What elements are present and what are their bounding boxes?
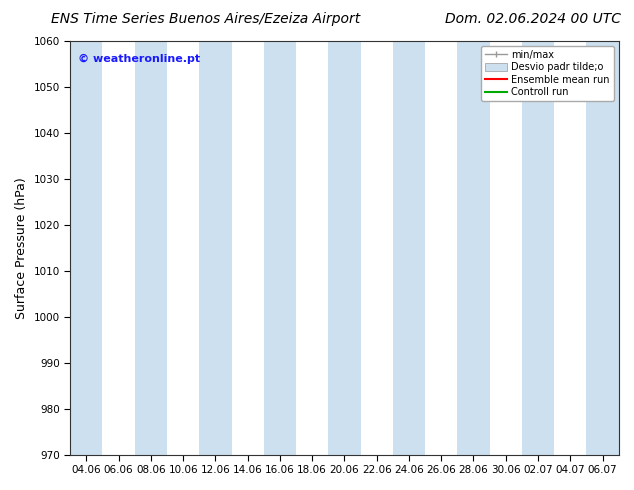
Y-axis label: Surface Pressure (hPa): Surface Pressure (hPa) bbox=[15, 177, 28, 318]
Bar bbox=[135, 41, 167, 455]
Bar bbox=[393, 41, 425, 455]
Text: Dom. 02.06.2024 00 UTC: Dom. 02.06.2024 00 UTC bbox=[445, 12, 621, 26]
Bar bbox=[457, 41, 489, 455]
Text: © weatheronline.pt: © weatheronline.pt bbox=[79, 53, 200, 64]
Legend: min/max, Desvio padr tilde;o, Ensemble mean run, Controll run: min/max, Desvio padr tilde;o, Ensemble m… bbox=[481, 46, 614, 101]
Bar bbox=[586, 41, 619, 455]
Bar bbox=[328, 41, 361, 455]
Bar bbox=[70, 41, 103, 455]
Bar bbox=[199, 41, 231, 455]
Bar bbox=[522, 41, 554, 455]
Text: ENS Time Series Buenos Aires/Ezeiza Airport: ENS Time Series Buenos Aires/Ezeiza Airp… bbox=[51, 12, 360, 26]
Bar bbox=[264, 41, 296, 455]
